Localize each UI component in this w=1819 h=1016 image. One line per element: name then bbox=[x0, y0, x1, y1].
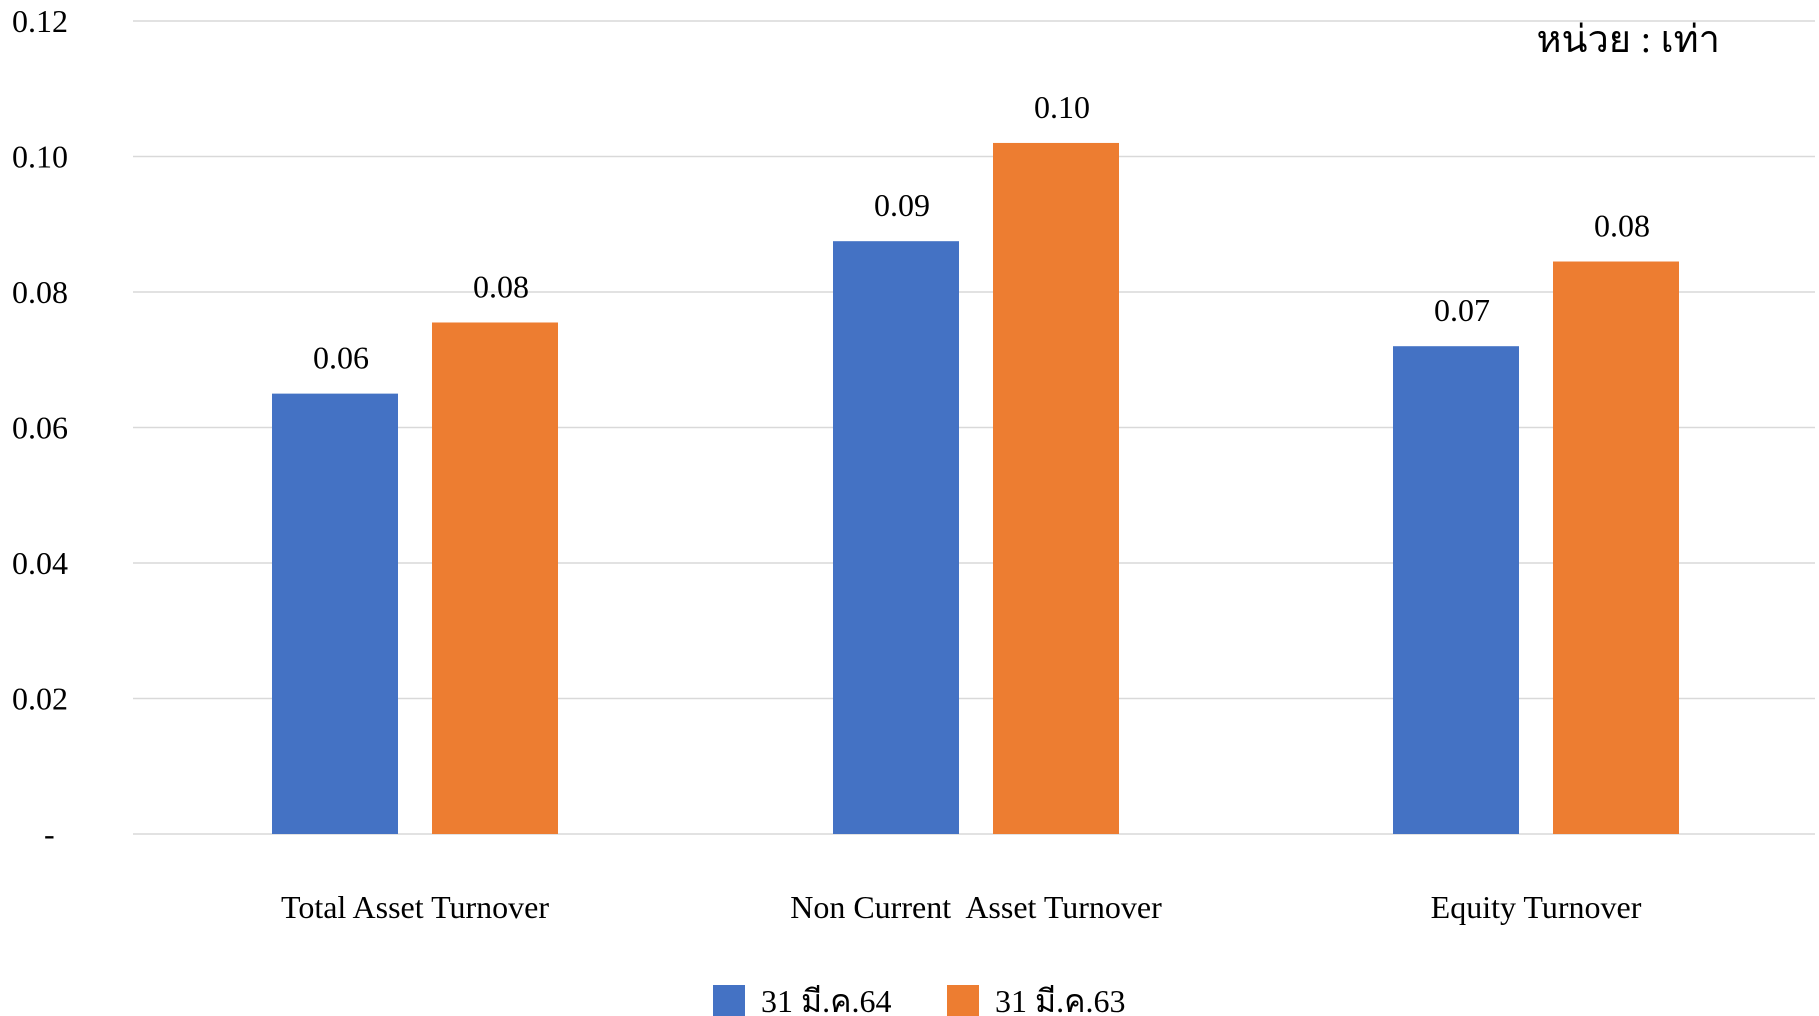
data-label: 0.08 bbox=[1594, 208, 1650, 244]
y-tick-label: - bbox=[44, 816, 55, 852]
gridlines bbox=[133, 20, 1815, 835]
x-category-label: Equity Turnover bbox=[1431, 889, 1642, 925]
x-category-label: Non Current Asset Turnover bbox=[790, 889, 1162, 925]
legend-swatch bbox=[947, 985, 979, 1016]
data-label: 0.08 bbox=[473, 268, 529, 304]
legend-swatch bbox=[713, 985, 745, 1016]
y-tick-label: 0.08 bbox=[12, 274, 68, 310]
bar-series2-2 bbox=[1553, 261, 1679, 834]
bar-series2-1 bbox=[993, 142, 1119, 834]
data-labels: 0.06 0.09 0.07 0.08 0.10 0.08 bbox=[313, 89, 1650, 376]
y-tick-label: 0.04 bbox=[12, 545, 68, 581]
bar-series1-2 bbox=[1393, 346, 1519, 834]
y-tick-label: 0.02 bbox=[12, 681, 68, 717]
y-tick-label: 0.12 bbox=[12, 3, 68, 39]
data-label: 0.07 bbox=[1434, 292, 1490, 328]
data-label: 0.09 bbox=[874, 187, 930, 223]
y-axis: - 0.02 0.04 0.06 0.08 0.10 0.12 bbox=[12, 3, 68, 852]
legend-label: 31 มี.ค.63 bbox=[995, 983, 1126, 1016]
bar-series1-1 bbox=[833, 241, 959, 834]
bar-series1-0 bbox=[272, 393, 398, 834]
bar-series2-0 bbox=[432, 322, 558, 834]
bars bbox=[272, 142, 1679, 834]
data-label: 0.10 bbox=[1034, 89, 1090, 125]
x-category-label: Total Asset Turnover bbox=[281, 889, 549, 925]
legend: 31 มี.ค.64 31 มี.ค.63 bbox=[713, 983, 1126, 1016]
unit-label: หน่วย : เท่า bbox=[1536, 19, 1720, 61]
data-label: 0.06 bbox=[313, 340, 369, 376]
y-tick-label: 0.10 bbox=[12, 139, 68, 175]
x-axis: Total Asset Turnover Non Current Asset Tu… bbox=[281, 889, 1642, 925]
y-tick-label: 0.06 bbox=[12, 410, 68, 446]
legend-label: 31 มี.ค.64 bbox=[761, 983, 892, 1016]
